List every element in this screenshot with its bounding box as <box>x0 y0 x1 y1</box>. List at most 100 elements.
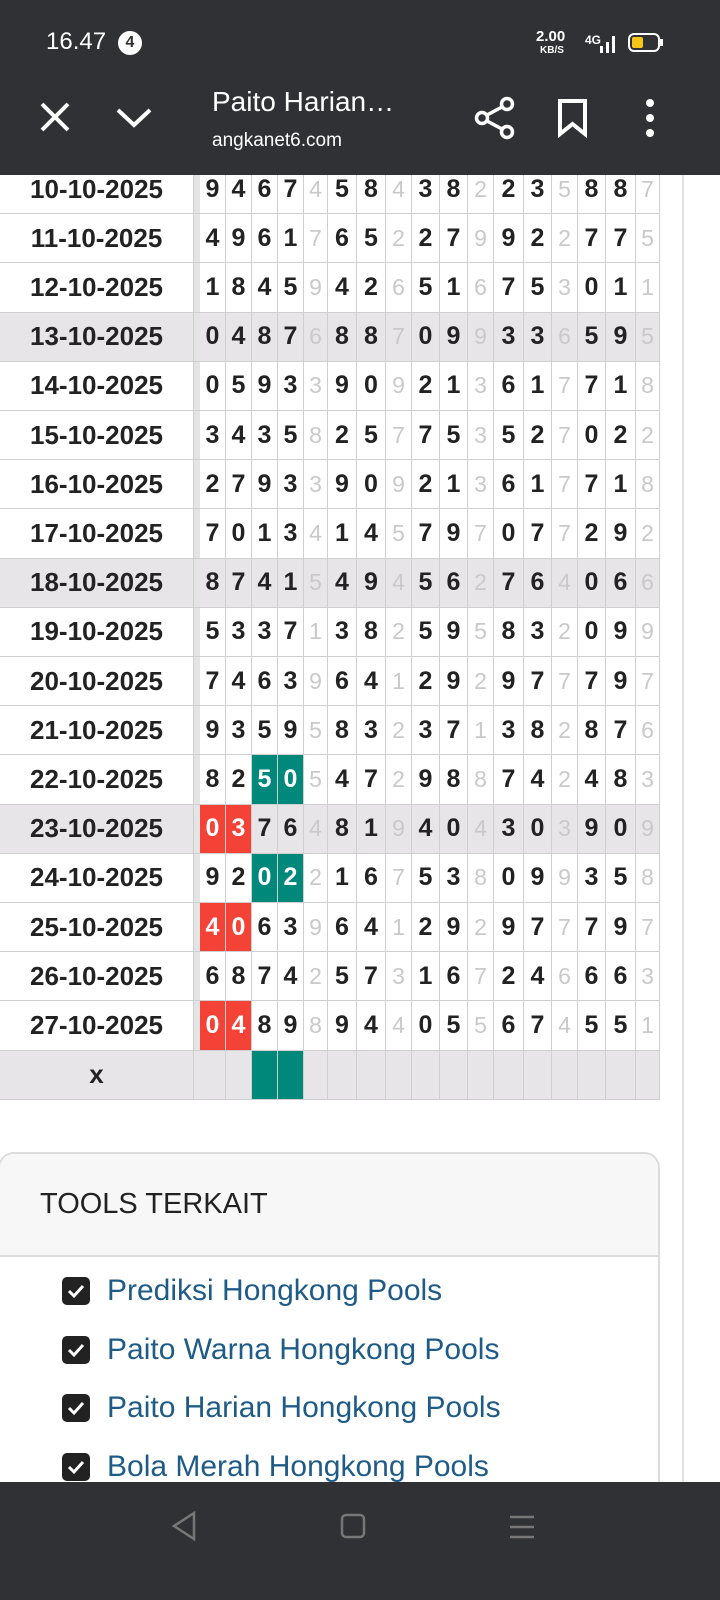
digit-cell: 7 <box>468 952 494 1002</box>
digit-cell: 9 <box>606 903 636 953</box>
digit-cell: 3 <box>494 706 524 756</box>
home-button[interactable] <box>340 1512 366 1540</box>
checkbox-icon <box>62 1453 90 1482</box>
page-title: Paito Harian… <box>212 86 395 117</box>
digit-cell: 9 <box>328 361 357 411</box>
digit-cell: 5 <box>252 755 278 805</box>
digit-cell: 5 <box>304 755 328 805</box>
digit-cell: 2 <box>636 411 660 461</box>
digit-cell: 9 <box>494 657 524 707</box>
digit-cell: 3 <box>636 755 660 805</box>
digit-cell: 2 <box>386 607 412 657</box>
digit-cell: 1 <box>524 361 552 411</box>
digit-cell: 1 <box>386 903 412 953</box>
tool-link[interactable]: Prediksi Hongkong Pools <box>107 1274 443 1307</box>
separator <box>194 903 200 953</box>
digit-cell: 4 <box>412 804 440 854</box>
digit-cell: 5 <box>278 411 304 461</box>
bookmark-button[interactable] <box>556 98 590 138</box>
tool-link[interactable]: Bola Merah Hongkong Pools <box>107 1450 489 1484</box>
digit-cell: 6 <box>328 657 357 707</box>
digit-cell: 1 <box>200 263 226 313</box>
digit-cell: 3 <box>524 607 552 657</box>
digit-cell: 4 <box>252 558 278 608</box>
separator <box>194 853 200 903</box>
digit-cell: 2 <box>578 509 606 559</box>
digit-cell: 0 <box>578 411 606 461</box>
digit-cell: 9 <box>440 903 468 953</box>
digit-cell: 7 <box>636 903 660 953</box>
digit-cell: 8 <box>304 411 328 461</box>
recents-button[interactable] <box>508 1514 536 1540</box>
date-cell: 26-10-2025 <box>0 952 194 1002</box>
digit-cell: 1 <box>440 263 468 313</box>
date-cell: 24-10-2025 <box>0 853 194 903</box>
digit-cell: 1 <box>524 460 552 510</box>
footer-cell <box>468 1050 494 1100</box>
digit-cell: 4 <box>386 1001 412 1051</box>
close-button[interactable] <box>38 100 72 134</box>
digit-cell: 6 <box>494 361 524 411</box>
digit-cell: 3 <box>494 312 524 362</box>
digit-cell: 0 <box>200 1001 226 1051</box>
digit-cell: 8 <box>636 361 660 411</box>
separator <box>194 952 200 1002</box>
digit-cell: 6 <box>606 558 636 608</box>
digit-cell: 2 <box>468 657 494 707</box>
digit-cell: 3 <box>252 411 278 461</box>
digit-cell: 1 <box>468 706 494 756</box>
separator <box>194 657 200 707</box>
link-item: Paito Warna Hongkong Pools <box>62 1330 499 1370</box>
digit-cell: 6 <box>606 952 636 1002</box>
separator <box>194 312 200 362</box>
digit-cell: 9 <box>606 312 636 362</box>
digit-cell: 1 <box>440 460 468 510</box>
date-cell: 27-10-2025 <box>0 1001 194 1051</box>
digit-cell: 9 <box>606 657 636 707</box>
digit-cell: 3 <box>226 706 252 756</box>
digit-cell: 6 <box>357 853 386 903</box>
collapse-button[interactable] <box>115 104 153 130</box>
digit-cell: 3 <box>278 361 304 411</box>
digit-cell: 1 <box>636 1001 660 1051</box>
navigation-bar <box>0 1482 720 1600</box>
digit-cell: 9 <box>252 361 278 411</box>
back-button[interactable] <box>170 1510 200 1542</box>
digit-cell: 0 <box>524 804 552 854</box>
digit-cell: 9 <box>552 853 578 903</box>
tool-link[interactable]: Paito Harian Hongkong Pools <box>107 1391 501 1425</box>
digit-cell: 5 <box>357 411 386 461</box>
digit-cell: 0 <box>494 853 524 903</box>
separator <box>194 1050 200 1100</box>
tool-link[interactable]: Paito Warna Hongkong Pools <box>107 1332 500 1366</box>
date-cell: 11-10-2025 <box>0 214 194 264</box>
digit-cell: 2 <box>552 755 578 805</box>
digit-cell: 8 <box>578 175 606 215</box>
digit-cell: 3 <box>278 903 304 953</box>
digit-cell: 2 <box>386 214 412 264</box>
digit-cell: 1 <box>304 607 328 657</box>
digit-cell: 5 <box>440 1001 468 1051</box>
digit-cell: 7 <box>524 1001 552 1051</box>
digit-cell: 2 <box>552 214 578 264</box>
digit-cell: 4 <box>226 1001 252 1051</box>
network-speed: 2.00 <box>536 28 566 45</box>
digit-cell: 2 <box>412 361 440 411</box>
digit-cell: 6 <box>468 263 494 313</box>
digit-cell: 7 <box>440 706 468 756</box>
digit-cell: 2 <box>412 214 440 264</box>
digit-cell: 4 <box>304 175 328 215</box>
digit-cell: 8 <box>468 853 494 903</box>
separator <box>194 175 200 215</box>
share-button[interactable] <box>474 96 516 140</box>
digit-cell: 7 <box>552 509 578 559</box>
digit-cell: 7 <box>494 755 524 805</box>
digit-cell: 7 <box>278 607 304 657</box>
digit-cell: 3 <box>524 175 552 215</box>
digit-cell: 6 <box>636 558 660 608</box>
digit-cell: 3 <box>328 607 357 657</box>
page-url: angkanet6.com <box>212 130 342 151</box>
digit-cell: 3 <box>440 853 468 903</box>
digit-cell: 5 <box>304 558 328 608</box>
menu-button[interactable] <box>642 98 658 138</box>
